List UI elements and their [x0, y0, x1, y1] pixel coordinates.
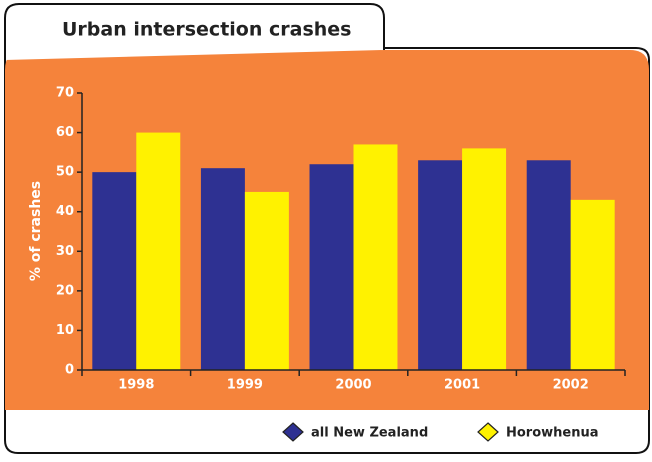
bar	[526, 160, 571, 370]
bar	[309, 164, 354, 370]
chart-title: Urban intersection crashes	[62, 19, 351, 41]
bar	[462, 148, 507, 370]
y-tick-label: 70	[56, 86, 74, 101]
title-tab	[4, 3, 385, 60]
bar	[418, 160, 463, 370]
x-tick-label: 2002	[553, 378, 589, 393]
bar	[570, 199, 615, 370]
y-axis-label: % of crashes	[28, 181, 44, 281]
legend-swatch	[477, 422, 499, 442]
y-tick-label: 60	[56, 125, 74, 140]
x-tick-label: 1999	[227, 378, 263, 393]
bar	[136, 132, 181, 370]
bar	[200, 168, 245, 370]
y-tick-label: 50	[56, 165, 74, 180]
x-tick-label: 2001	[444, 378, 480, 393]
bar	[244, 191, 289, 370]
y-tick-label: 30	[56, 244, 74, 259]
bar	[353, 144, 398, 370]
bar	[92, 172, 137, 370]
legend-label: Horowhenua	[506, 426, 599, 441]
legend-label: all New Zealand	[311, 426, 428, 441]
y-tick-label: 0	[65, 363, 74, 378]
x-tick-label: 1998	[118, 378, 154, 393]
x-tick-label: 2000	[335, 378, 371, 393]
y-tick-label: 10	[56, 323, 74, 338]
y-tick-label: 40	[56, 204, 74, 219]
legend-swatch	[282, 422, 304, 442]
y-tick-label: 20	[56, 283, 74, 298]
